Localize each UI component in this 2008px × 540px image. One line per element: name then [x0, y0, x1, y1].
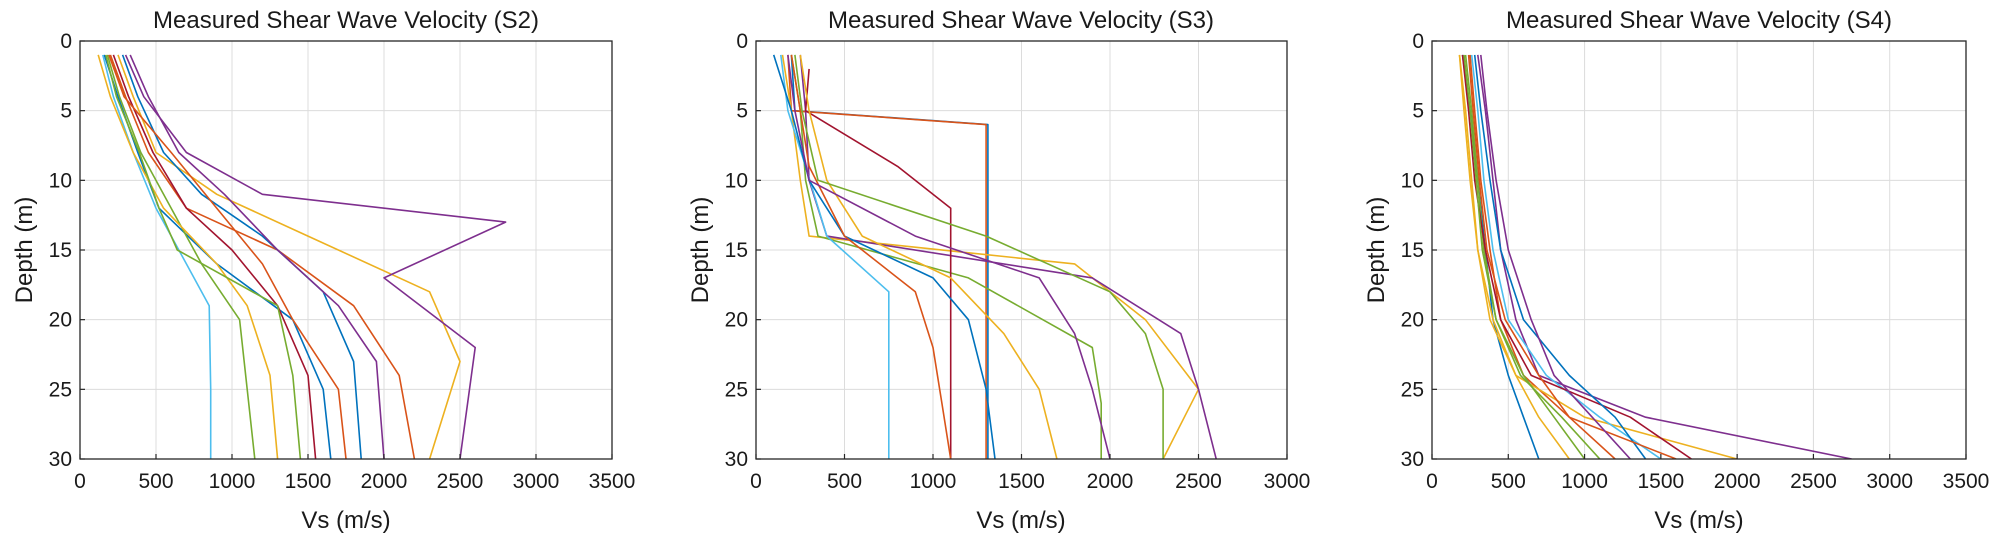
y-tick-label: 5: [736, 100, 748, 123]
x-tick-label: 500: [827, 470, 862, 493]
y-tick-label: 25: [1401, 378, 1424, 401]
panel-s2-title: Measured Shear Wave Velocity (S2): [153, 7, 539, 34]
series-line-2: [787, 54, 987, 459]
x-tick-label: 0: [74, 470, 86, 493]
y-tick-label: 10: [725, 169, 748, 192]
series-line-4: [1477, 54, 1852, 459]
x-tick-label: 1000: [1561, 470, 1608, 493]
y-tick-label: 20: [725, 309, 748, 332]
series-line-10: [799, 54, 1058, 459]
y-tick-label: 20: [1401, 309, 1424, 332]
series-line-4: [124, 54, 507, 459]
series-line-6: [102, 54, 212, 459]
series-line-5: [790, 54, 1102, 459]
series-line-8: [1473, 54, 1647, 459]
series-line-3: [1458, 54, 1738, 459]
y-tick-label: 5: [60, 100, 72, 123]
x-tick-label: 1500: [1637, 470, 1684, 493]
series-line-12: [794, 54, 1164, 459]
series-line-6: [780, 54, 890, 459]
x-tick-label: 1000: [910, 470, 957, 493]
series-line-8: [121, 54, 362, 459]
series-line-3: [781, 54, 1200, 459]
x-tick-label: 2500: [437, 470, 484, 493]
y-tick-label: 10: [49, 169, 72, 192]
x-tick-label: 2000: [361, 470, 408, 493]
panel-s2-ylabel: Depth (m): [11, 197, 38, 304]
series-line-1: [103, 54, 332, 459]
panel-s4-ylabel: Depth (m): [1363, 197, 1390, 304]
series-group: [97, 54, 507, 459]
x-tick-label: 3000: [1264, 470, 1311, 493]
series-line-11: [1480, 54, 1631, 459]
y-tick-label: 15: [725, 239, 748, 262]
panel-s3-xlabel: Vs (m/s): [976, 507, 1065, 534]
y-tick-label: 0: [736, 30, 748, 53]
series-line-9: [1467, 54, 1677, 459]
y-tick-label: 15: [49, 239, 72, 262]
y-tick-label: 15: [1401, 239, 1424, 262]
y-tick-label: 30: [49, 448, 72, 471]
y-tick-label: 30: [725, 448, 748, 471]
series-group: [1458, 54, 1852, 459]
x-tick-label: 1500: [285, 470, 332, 493]
series-line-2: [109, 54, 416, 459]
x-tick-label: 3500: [1943, 470, 1990, 493]
series-line-3: [117, 54, 461, 459]
series-line-11: [787, 54, 1111, 459]
x-tick-label: 3000: [1866, 470, 1913, 493]
series-line-8: [772, 54, 996, 459]
series-line-10: [97, 54, 279, 459]
x-tick-label: 1000: [209, 470, 256, 493]
y-tick-label: 5: [1412, 100, 1424, 123]
y-tick-label: 20: [49, 309, 72, 332]
y-tick-label: 10: [1401, 169, 1424, 192]
panel-s4: Measured Shear Wave Velocity (S4) Vs (m/…: [1363, 7, 1989, 534]
series-line-7: [804, 68, 952, 459]
series-line-10: [1458, 54, 1570, 459]
y-tick-label: 25: [725, 378, 748, 401]
panel-s4-title: Measured Shear Wave Velocity (S4): [1506, 7, 1892, 34]
x-tick-label: 500: [138, 470, 173, 493]
series-line-12: [105, 54, 302, 459]
series-line-6: [1470, 54, 1662, 459]
panel-s3-title: Measured Shear Wave Velocity (S3): [828, 7, 1214, 34]
x-tick-label: 500: [1491, 470, 1526, 493]
series-line-7: [1461, 54, 1692, 459]
series-line-9: [108, 54, 347, 459]
series-line-4: [799, 54, 1217, 459]
panel-s4-xlabel: Vs (m/s): [1654, 507, 1743, 534]
x-tick-label: 3500: [589, 470, 636, 493]
x-tick-label: 3000: [513, 470, 560, 493]
series-line-5: [106, 54, 256, 459]
x-tick-label: 2000: [1087, 470, 1134, 493]
series-line-12: [1463, 54, 1601, 459]
y-tick-label: 25: [49, 378, 72, 401]
panel-s2-xlabel: Vs (m/s): [301, 507, 390, 534]
x-tick-label: 1500: [998, 470, 1045, 493]
x-tick-label: 0: [1426, 470, 1438, 493]
x-tick-label: 0: [750, 470, 762, 493]
series-line-9: [790, 54, 952, 459]
panel-s3-ylabel: Depth (m): [687, 197, 714, 304]
panel-s2: Measured Shear Wave Velocity (S2) Vs (m/…: [11, 7, 635, 534]
y-tick-label: 0: [60, 30, 72, 53]
y-tick-label: 0: [1412, 30, 1424, 53]
x-tick-label: 2500: [1175, 470, 1222, 493]
series-line-11: [129, 54, 385, 459]
y-tick-label: 30: [1401, 448, 1424, 471]
x-tick-label: 2500: [1790, 470, 1837, 493]
x-tick-label: 2000: [1714, 470, 1761, 493]
panel-s3: Measured Shear Wave Velocity (S3) Vs (m/…: [687, 7, 1310, 534]
series-group: [772, 54, 1217, 459]
